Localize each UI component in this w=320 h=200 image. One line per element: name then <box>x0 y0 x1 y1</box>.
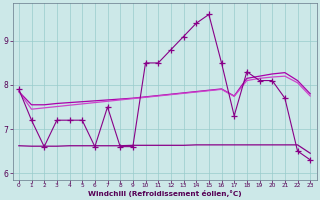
X-axis label: Windchill (Refroidissement éolien,°C): Windchill (Refroidissement éolien,°C) <box>88 190 241 197</box>
